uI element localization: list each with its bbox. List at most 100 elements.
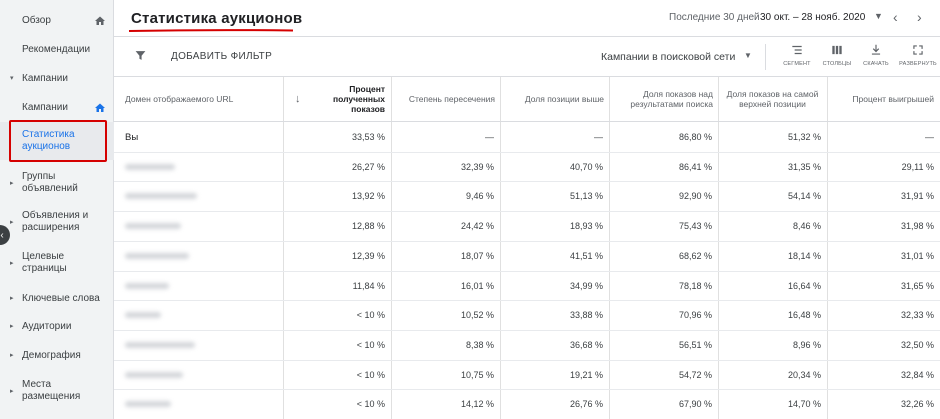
columns-button[interactable]: СТОЛБЦЫ <box>817 43 857 67</box>
column-divider <box>718 77 719 419</box>
sidebar-item-label: Рекомендации <box>22 44 91 55</box>
sidebar-item-ad-groups[interactable]: ▸ Группы объявлений <box>0 170 114 196</box>
cell-position-above: 40,70 % <box>569 161 603 172</box>
cell-abs-top: 51,32 % <box>787 132 821 142</box>
blurred-domain <box>125 371 183 378</box>
sidebar-item-overview[interactable]: Обзор <box>0 14 114 28</box>
column-header-overlap-rate[interactable]: Степень пересечения <box>408 94 495 104</box>
home-icon <box>95 103 105 112</box>
column-header-top-of-page-rate[interactable]: Доля показов над результатами поиска <box>630 89 713 109</box>
cell-outranking: — <box>925 132 934 142</box>
cell-overlap: 14,12 % <box>460 399 494 410</box>
cell-top-rate: 54,72 % <box>678 369 712 380</box>
cell-overlap: 10,52 % <box>460 310 494 321</box>
filter-icon[interactable] <box>134 49 147 62</box>
cell-position-above: 36,68 % <box>569 339 603 350</box>
chevron-right-icon: ▸ <box>10 180 14 187</box>
sidebar-item-ads-extensions[interactable]: ▸ Объявления и расширения <box>0 209 114 235</box>
cell-abs-top: 14,70 % <box>787 399 821 410</box>
title-underline <box>128 29 294 32</box>
columns-icon <box>832 45 842 55</box>
sidebar-item-campaigns[interactable]: Кампании <box>0 101 114 115</box>
cell-outranking: 31,91 % <box>900 191 934 202</box>
row-divider <box>114 329 940 331</box>
sidebar-item-label: Аудитории <box>22 321 72 332</box>
cell-overlap: 9,46 % <box>465 191 494 202</box>
cell-position-above: 26,76 % <box>569 399 603 410</box>
sidebar-item-recommendations[interactable]: Рекомендации <box>0 43 114 57</box>
cell-overlap: 18,07 % <box>460 250 494 261</box>
divider <box>114 121 940 122</box>
cell-impr-share: 12,88 % <box>351 221 385 232</box>
date-range-label: Последние 30 дней <box>669 12 760 23</box>
cell-top-rate: 75,43 % <box>678 221 712 232</box>
blurred-domain <box>125 401 171 408</box>
blurred-domain <box>125 312 161 319</box>
blurred-domain <box>125 193 197 200</box>
caret-down-icon[interactable]: ▼ <box>874 11 883 21</box>
cell-overlap: 32,39 % <box>460 161 494 172</box>
cell-top-rate: 70,96 % <box>678 310 712 321</box>
row-divider <box>114 300 940 302</box>
column-header-impression-share[interactable]: Процент полученных показов <box>332 84 385 114</box>
column-header-position-above[interactable]: Доля позиции выше <box>524 94 604 104</box>
sidebar-item-label: Демография <box>22 350 81 361</box>
expand-button[interactable]: РАЗВЕРНУТЬ <box>898 43 938 67</box>
divider <box>114 36 940 37</box>
cell-outranking: 32,26 % <box>900 399 934 410</box>
chevron-right-icon: ▸ <box>10 388 14 395</box>
blurred-domain <box>125 252 189 259</box>
cell-impr-share: 13,92 % <box>351 191 385 202</box>
cell-impr-share: < 10 % <box>356 369 385 380</box>
row-divider <box>114 211 940 213</box>
column-header-outranking-share[interactable]: Процент выигрышей <box>852 94 934 104</box>
sort-arrow-down-icon[interactable]: ↓ <box>295 93 301 105</box>
sidebar-item-landing-pages[interactable]: ▸ Целевые страницы <box>0 250 114 276</box>
column-header-domain[interactable]: Домен отображаемого URL <box>125 94 234 104</box>
date-range-picker[interactable]: 30 окт. – 28 нояб. 2020 <box>760 12 866 23</box>
sidebar-item-placements[interactable]: ▸ Места размещения <box>0 378 114 404</box>
download-button[interactable]: СКАЧАТЬ <box>856 43 896 67</box>
auction-insights-table: Домен отображаемого URL ↓ Процент получен… <box>114 77 940 419</box>
collapse-sidebar-button[interactable]: ‹ <box>0 225 10 245</box>
chevron-left-icon[interactable]: ‹ <box>893 9 898 25</box>
cell-outranking: 31,01 % <box>900 250 934 261</box>
cell-abs-top: 54,14 % <box>787 191 821 202</box>
sidebar-item-demographics[interactable]: ▸ Демография <box>0 349 114 363</box>
sidebar-item-campaigns-group[interactable]: ▾ Кампании <box>0 72 114 86</box>
cell-overlap: — <box>485 132 494 142</box>
chevron-right-icon[interactable]: › <box>917 9 922 25</box>
cell-abs-top: 16,64 % <box>787 280 821 291</box>
chevron-right-icon: ▸ <box>10 352 14 359</box>
cell-outranking: 32,84 % <box>900 369 934 380</box>
cell-abs-top: 18,14 % <box>787 250 821 261</box>
cell-overlap: 8,38 % <box>465 339 494 350</box>
chevron-down-icon: ▾ <box>10 75 14 82</box>
segment-icon <box>792 45 802 55</box>
sidebar-item-keywords[interactable]: ▸ Ключевые слова <box>0 292 114 306</box>
row-divider <box>114 359 940 361</box>
sidebar-item-audiences[interactable]: ▸ Аудитории <box>0 320 114 334</box>
download-icon <box>871 44 881 55</box>
segment-button[interactable]: СЕГМЕНТ <box>777 43 817 67</box>
divider <box>765 44 766 70</box>
cell-outranking: 29,11 % <box>901 161 934 172</box>
campaign-type-select[interactable]: Кампании в поисковой сети <box>601 51 736 63</box>
cell-abs-top: 8,96 % <box>792 339 821 350</box>
cell-impr-share: < 10 % <box>356 339 385 350</box>
chevron-right-icon: ▸ <box>10 260 14 267</box>
cell-outranking: 32,33 % <box>900 310 934 321</box>
cell-top-rate: 86,80 % <box>678 132 712 142</box>
cell-impr-share: < 10 % <box>356 399 385 410</box>
column-header-abs-top-rate[interactable]: Доля показов на самой верхней позиции <box>726 89 819 109</box>
cell-abs-top: 31,35 % <box>787 161 821 172</box>
add-filter-button[interactable]: ДОБАВИТЬ ФИЛЬТР <box>171 51 273 62</box>
sidebar-item-auction-insights[interactable]: Статистика аукционов <box>0 122 114 160</box>
sidebar-item-label: Ключевые слова <box>22 293 100 304</box>
cell-position-above: 51,13 % <box>569 191 603 202</box>
cell-outranking: 32,50 % <box>900 339 934 350</box>
domain-cell: Вы <box>125 132 139 143</box>
cell-position-above: 19,21 % <box>569 369 603 380</box>
caret-down-icon[interactable]: ▼ <box>744 51 752 60</box>
row-divider <box>114 270 940 272</box>
